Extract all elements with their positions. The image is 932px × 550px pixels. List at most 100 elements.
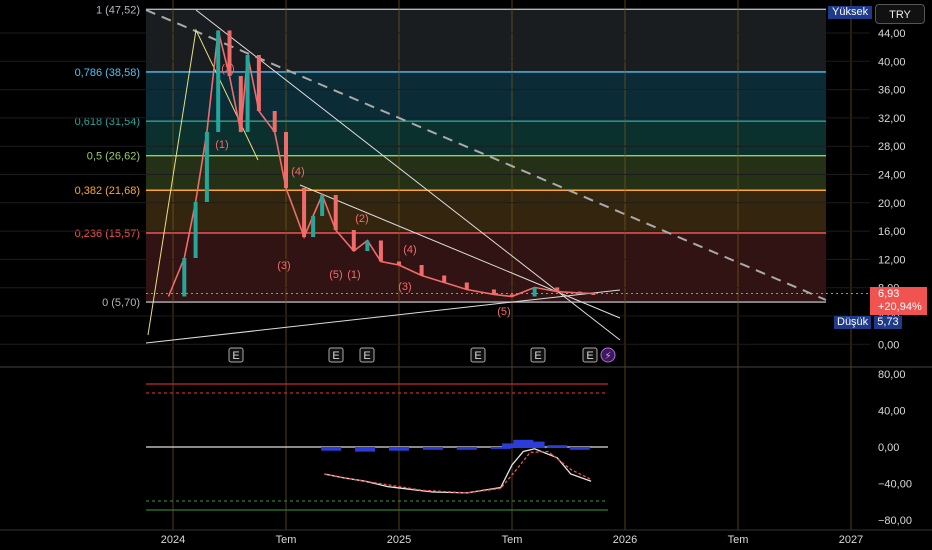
x-tick-label: 2026 <box>613 534 637 546</box>
currency-button[interactable]: TRY <box>875 4 925 24</box>
trend-line <box>145 289 621 344</box>
price-line <box>167 30 594 298</box>
candle <box>464 282 469 290</box>
event-marker-label: E <box>534 350 541 362</box>
wave-label: (1) <box>347 269 360 281</box>
trend-line <box>299 184 621 319</box>
fib-level-label: 1 (47,52) <box>96 4 140 16</box>
last-price-box: 6,93 +20,94% <box>870 287 927 315</box>
candle <box>491 289 496 295</box>
trend-line <box>195 9 621 341</box>
osc-y-tick-label: −80,00 <box>878 515 912 527</box>
wave-label: (5) <box>329 269 342 281</box>
candle <box>333 195 338 230</box>
event-marker-box <box>328 347 344 363</box>
fib-level-label: 0 (5,70) <box>102 297 140 309</box>
fib-level-label: 0,5 (26,62) <box>87 151 140 163</box>
candle <box>442 275 447 283</box>
candle <box>182 258 187 297</box>
osc-histogram-bar <box>524 441 545 448</box>
osc-histogram-bar <box>389 447 409 451</box>
wave-label: (4) <box>291 166 304 178</box>
y-tick-label: 20,00 <box>878 198 906 210</box>
osc-histogram-bar <box>569 447 590 450</box>
candle <box>284 132 288 188</box>
x-tick-label: 2025 <box>387 534 411 546</box>
event-marker-box <box>359 347 375 363</box>
y-tick-label: 12,00 <box>878 254 906 266</box>
osc-y-tick-label: 40,00 <box>878 406 906 418</box>
osc-histogram-bar <box>502 443 522 448</box>
candle <box>256 55 261 111</box>
fib-band <box>146 155 826 191</box>
x-tick-label: 2024 <box>161 534 185 546</box>
y-tick-label: 24,00 <box>878 170 906 182</box>
osc-histogram-bar <box>355 447 376 452</box>
y-tick-label: 32,00 <box>878 113 906 125</box>
osc-y-tick-label: 0,00 <box>878 442 899 454</box>
y-tick-label: 16,00 <box>878 226 906 238</box>
fib-level-label: 0,786 (38,58) <box>75 67 140 79</box>
osc-histogram-bar <box>490 447 511 449</box>
low-tag: Düşük 5,73 <box>834 316 902 329</box>
event-marker-label: E <box>332 350 339 362</box>
y-tick-label: 44,00 <box>878 28 906 40</box>
x-tick-label: Tem <box>276 534 297 546</box>
candle <box>227 30 232 76</box>
event-marker-box <box>530 347 546 363</box>
event-marker-label: E <box>586 350 593 362</box>
wave-label: (4) <box>403 244 416 256</box>
event-marker-box <box>582 347 598 363</box>
low-label: Düşük <box>834 316 872 329</box>
high-tag: Yüksek <box>828 6 873 19</box>
osc-y-tick-label: −40,00 <box>878 479 912 491</box>
candle <box>510 294 514 297</box>
candle <box>238 76 243 132</box>
low-value: 5,73 <box>874 316 902 329</box>
last-price: 6,93 <box>878 288 900 300</box>
fib-band <box>146 190 826 234</box>
candle <box>397 261 401 265</box>
y-tick-label: 36,00 <box>878 85 906 97</box>
wave-label: (3) <box>277 260 290 272</box>
osc-histogram-bar <box>321 447 342 451</box>
candle <box>204 132 209 202</box>
osc-y-tick-label: 80,00 <box>878 369 906 381</box>
candle <box>365 240 370 251</box>
wave-label: (2) <box>355 213 368 225</box>
fib-band <box>146 121 826 156</box>
x-tick-label: Tem <box>502 534 523 546</box>
candle <box>378 240 383 262</box>
candle <box>532 287 537 297</box>
price-change: +20,94% <box>878 301 922 313</box>
candle <box>302 188 307 237</box>
fib-level-label: 0,382 (21,68) <box>75 185 140 197</box>
osc-histogram-bar <box>422 447 443 450</box>
event-marker-label: E <box>363 350 370 362</box>
candle <box>351 230 356 251</box>
y-tick-label: 0,00 <box>878 339 899 351</box>
wave-label: (5) <box>497 306 510 318</box>
candle <box>311 216 316 237</box>
osc-series-line <box>324 450 592 494</box>
candle <box>320 195 325 216</box>
x-tick-label: Tem <box>728 534 749 546</box>
candle <box>216 30 221 132</box>
event-marker-box <box>228 347 244 363</box>
candle <box>591 293 596 295</box>
event-marker-label: E <box>232 350 239 362</box>
wave-label: (1) <box>215 139 228 151</box>
candle <box>555 287 560 292</box>
candle <box>272 111 277 132</box>
event-marker-label: E <box>474 350 481 362</box>
osc-histogram-bar <box>456 447 477 450</box>
fib-level-label: 0,236 (15,57) <box>75 228 140 240</box>
lightning-glyph: ⚡ <box>604 351 611 362</box>
lightning-icon <box>600 347 616 363</box>
y-tick-label: 28,00 <box>878 141 906 153</box>
osc-histogram-bar <box>547 445 568 448</box>
osc-series-line <box>324 448 592 494</box>
y-tick-label: 40,00 <box>878 56 906 68</box>
candle <box>193 202 198 258</box>
